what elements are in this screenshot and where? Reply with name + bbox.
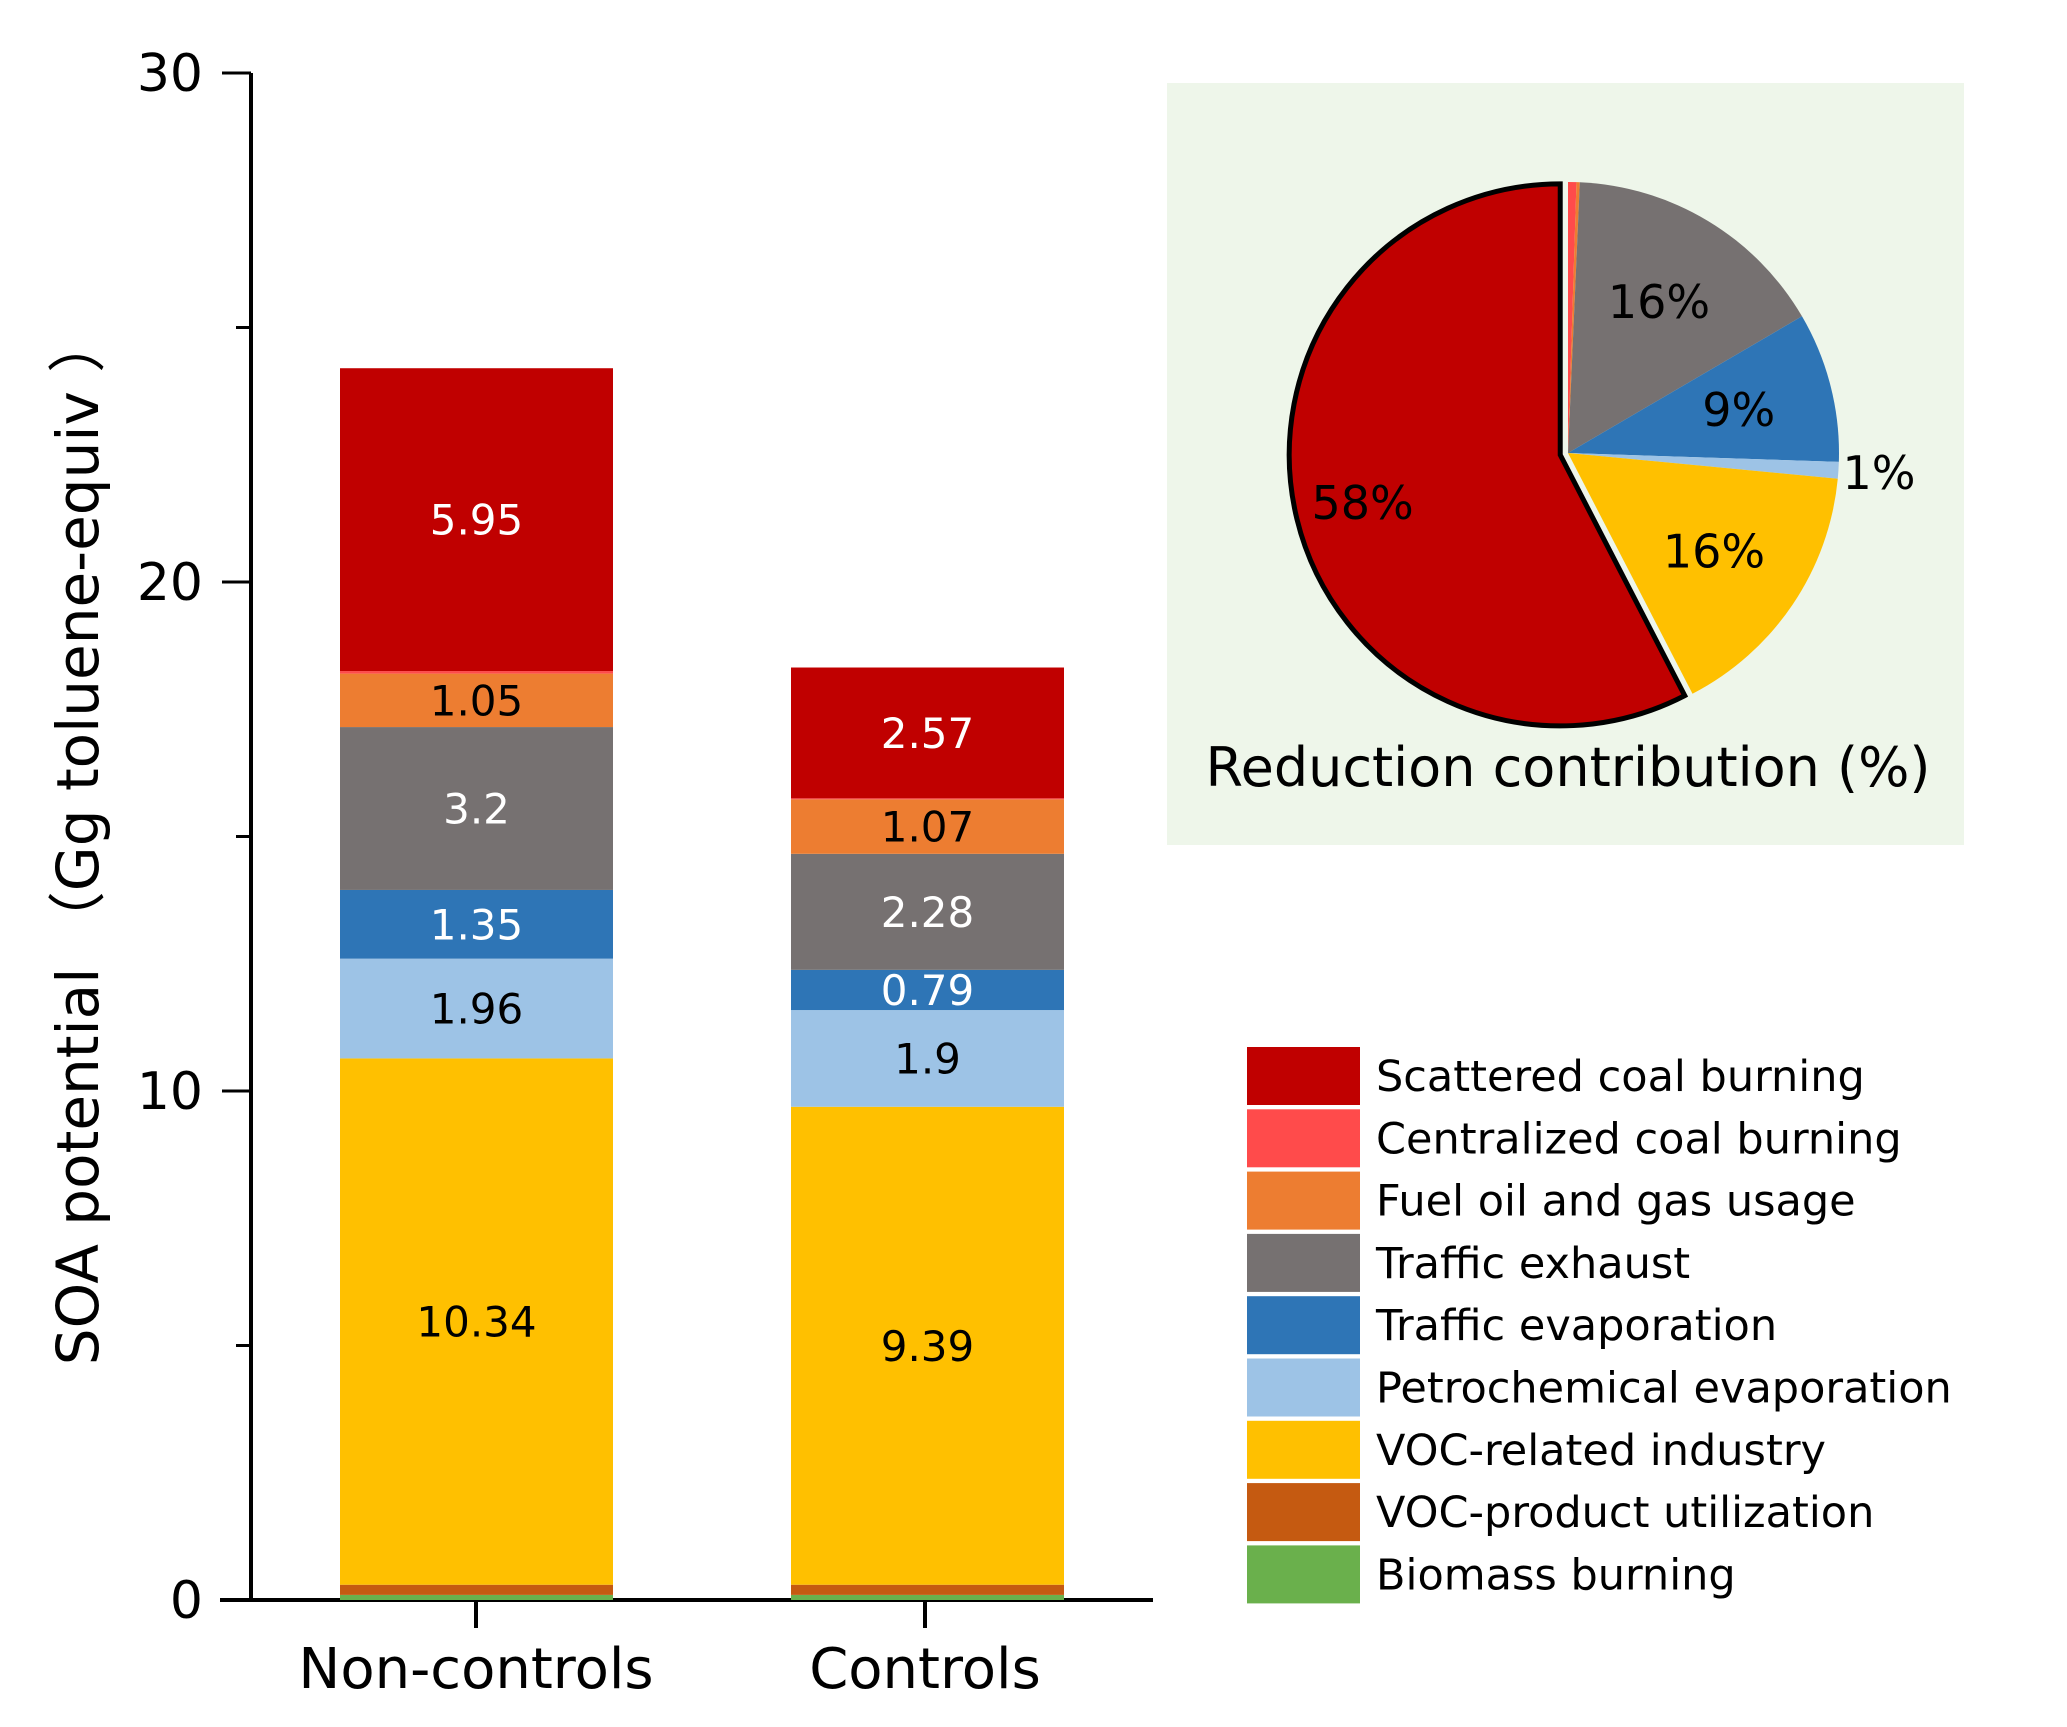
legend-swatch [1247, 1358, 1360, 1417]
data-label: 1.35 [430, 900, 524, 949]
x-tick-label: Controls [809, 1637, 1041, 1702]
legend-label: Scattered coal burning [1376, 1052, 1865, 1102]
data-label: 1.96 [430, 985, 524, 1034]
legend-label: VOC-product utilization [1376, 1488, 1874, 1538]
pie-title: Reduction contribution (%) [1206, 736, 1931, 799]
bar-segment [791, 1106, 1064, 1585]
legend-swatch [1247, 1545, 1360, 1604]
legend-swatch [1247, 1296, 1360, 1355]
pie-chart: 16% 9% 1% 16% 58% [1286, 181, 1916, 729]
legend-label: Petrochemical evaporation [1376, 1364, 1952, 1414]
data-label: 3.2 [443, 785, 510, 834]
bar-segment [340, 673, 613, 728]
legend-swatch [1247, 1047, 1360, 1105]
data-label: 2.28 [881, 888, 975, 937]
pie-slice [1568, 182, 1577, 453]
bar-segment [791, 853, 1064, 970]
bar-segment [791, 1010, 1064, 1107]
data-label: 5.95 [430, 496, 524, 545]
legend-swatch [1247, 1233, 1360, 1292]
pie-label: 58% [1311, 476, 1413, 530]
pie-slice [1568, 182, 1802, 454]
pie-slice [1568, 453, 1839, 479]
bar-segment [340, 1584, 613, 1595]
y-axis-label: SOA potential （Gg toluene-equiv ） [44, 315, 112, 1366]
y-tick-label: 10 [137, 1062, 203, 1122]
y-tick-label: 30 [137, 44, 203, 104]
bar-segment [791, 1594, 1064, 1600]
data-label: 1.05 [430, 676, 524, 725]
bar-segment [791, 667, 1064, 799]
bar-segment [791, 798, 1064, 800]
bar-segment [791, 1584, 1064, 1595]
y-tick-label: 0 [170, 1571, 203, 1631]
legend-swatch [1247, 1109, 1360, 1168]
data-label: 1.07 [881, 803, 975, 852]
legend-label: Centralized coal burning [1376, 1114, 1902, 1164]
bar-segment [340, 1058, 613, 1585]
data-label: 2.57 [881, 709, 975, 758]
bar-segment [340, 889, 613, 959]
pie-label: 9% [1702, 383, 1775, 437]
legend-swatch [1247, 1171, 1360, 1230]
x-tick-label: Non-controls [298, 1637, 653, 1702]
legend-label: Biomass burning [1376, 1550, 1736, 1600]
legend-swatch [1247, 1420, 1360, 1479]
pie-slice [1568, 453, 1838, 694]
data-label: 9.39 [881, 1322, 975, 1371]
y-tick-label: 20 [137, 553, 203, 613]
bar-segment [791, 799, 1064, 854]
pie-slice [1286, 181, 1689, 729]
bar-segment [340, 1594, 613, 1600]
pie-label: 16% [1663, 525, 1765, 579]
legend-swatch [1247, 1483, 1360, 1542]
bar-chart: 0 10 20 30 Non-controls 10.34 1.96 1.35 3.2 1.05 5… [137, 44, 1153, 1702]
legend-label: VOC-related industry [1376, 1426, 1826, 1476]
legend-label: Traffic exhaust [1375, 1239, 1690, 1289]
bar-segment [340, 671, 613, 674]
legend: Scattered coal burning Centralized coal b… [1247, 1047, 1952, 1604]
legend-label: Fuel oil and gas usage [1376, 1177, 1856, 1227]
pie-slice [1568, 316, 1839, 462]
data-label: 10.34 [416, 1298, 536, 1347]
legend-label: Traffic evaporation [1375, 1301, 1777, 1351]
bar-segment [340, 958, 613, 1059]
pie-slice [1568, 182, 1580, 453]
pie-label: 1% [1843, 446, 1916, 500]
data-label: 1.9 [894, 1034, 961, 1083]
pie-label: 16% [1608, 275, 1710, 329]
data-label: 0.79 [881, 966, 975, 1015]
bar-segment [340, 727, 613, 890]
bar-segment [340, 368, 613, 672]
bar-segment [791, 969, 1064, 1011]
